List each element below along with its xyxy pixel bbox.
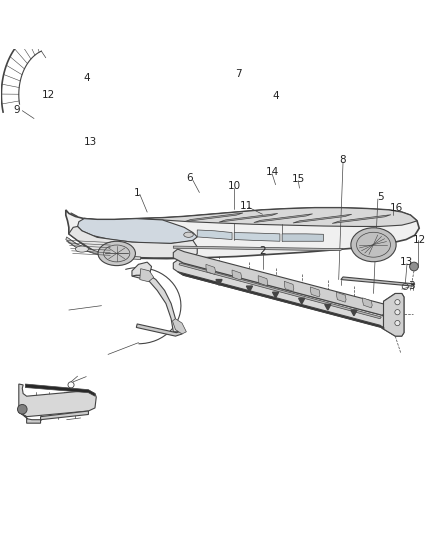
- Text: 9: 9: [13, 105, 20, 115]
- Polygon shape: [258, 276, 268, 286]
- Polygon shape: [284, 281, 294, 292]
- Polygon shape: [173, 260, 384, 327]
- Text: 4: 4: [272, 91, 279, 101]
- Text: 8: 8: [340, 155, 346, 165]
- Ellipse shape: [351, 228, 396, 262]
- Text: 16: 16: [390, 203, 403, 213]
- Polygon shape: [299, 298, 305, 304]
- Polygon shape: [173, 246, 343, 251]
- Ellipse shape: [98, 241, 135, 265]
- Polygon shape: [232, 270, 242, 280]
- Polygon shape: [179, 263, 381, 319]
- Polygon shape: [311, 287, 320, 297]
- Polygon shape: [78, 219, 197, 244]
- Polygon shape: [293, 214, 352, 223]
- Polygon shape: [19, 410, 88, 423]
- Polygon shape: [25, 384, 95, 396]
- Ellipse shape: [75, 246, 88, 252]
- Polygon shape: [336, 292, 346, 302]
- Circle shape: [395, 300, 400, 305]
- Text: 12: 12: [41, 90, 55, 100]
- Polygon shape: [234, 232, 280, 241]
- Text: 6: 6: [186, 173, 193, 183]
- Polygon shape: [69, 227, 197, 258]
- Polygon shape: [282, 234, 323, 241]
- Polygon shape: [247, 286, 253, 292]
- Polygon shape: [66, 237, 141, 260]
- Polygon shape: [332, 215, 391, 223]
- Text: 5: 5: [377, 192, 383, 202]
- Polygon shape: [173, 249, 385, 315]
- Text: 13: 13: [84, 136, 97, 147]
- Polygon shape: [382, 294, 404, 336]
- Circle shape: [395, 310, 400, 315]
- Polygon shape: [132, 275, 178, 332]
- Polygon shape: [140, 269, 154, 282]
- Text: 14: 14: [265, 167, 279, 176]
- Text: 7: 7: [235, 69, 242, 79]
- Text: 13: 13: [399, 257, 413, 267]
- Polygon shape: [272, 292, 279, 298]
- Polygon shape: [66, 208, 419, 259]
- Text: 3: 3: [408, 281, 415, 291]
- Polygon shape: [341, 277, 415, 286]
- Polygon shape: [216, 279, 222, 285]
- Polygon shape: [178, 272, 385, 328]
- Ellipse shape: [184, 232, 193, 237]
- Text: 11: 11: [239, 200, 253, 211]
- Polygon shape: [325, 304, 331, 310]
- Polygon shape: [206, 264, 215, 274]
- Polygon shape: [136, 208, 417, 227]
- Text: 2: 2: [259, 246, 266, 256]
- Text: 10: 10: [228, 181, 241, 191]
- Polygon shape: [19, 384, 96, 417]
- Polygon shape: [67, 239, 110, 257]
- Circle shape: [395, 320, 400, 326]
- Polygon shape: [197, 230, 232, 239]
- Text: 4: 4: [83, 74, 89, 84]
- Polygon shape: [219, 213, 278, 222]
- Polygon shape: [132, 262, 152, 276]
- Text: 12: 12: [413, 236, 426, 245]
- Circle shape: [410, 262, 418, 271]
- Circle shape: [18, 405, 27, 414]
- Text: 15: 15: [292, 174, 305, 183]
- Polygon shape: [173, 319, 186, 334]
- Polygon shape: [136, 324, 182, 336]
- Polygon shape: [254, 214, 313, 223]
- Text: 1: 1: [134, 188, 141, 198]
- Polygon shape: [363, 298, 372, 308]
- Polygon shape: [184, 213, 243, 222]
- Polygon shape: [351, 310, 357, 316]
